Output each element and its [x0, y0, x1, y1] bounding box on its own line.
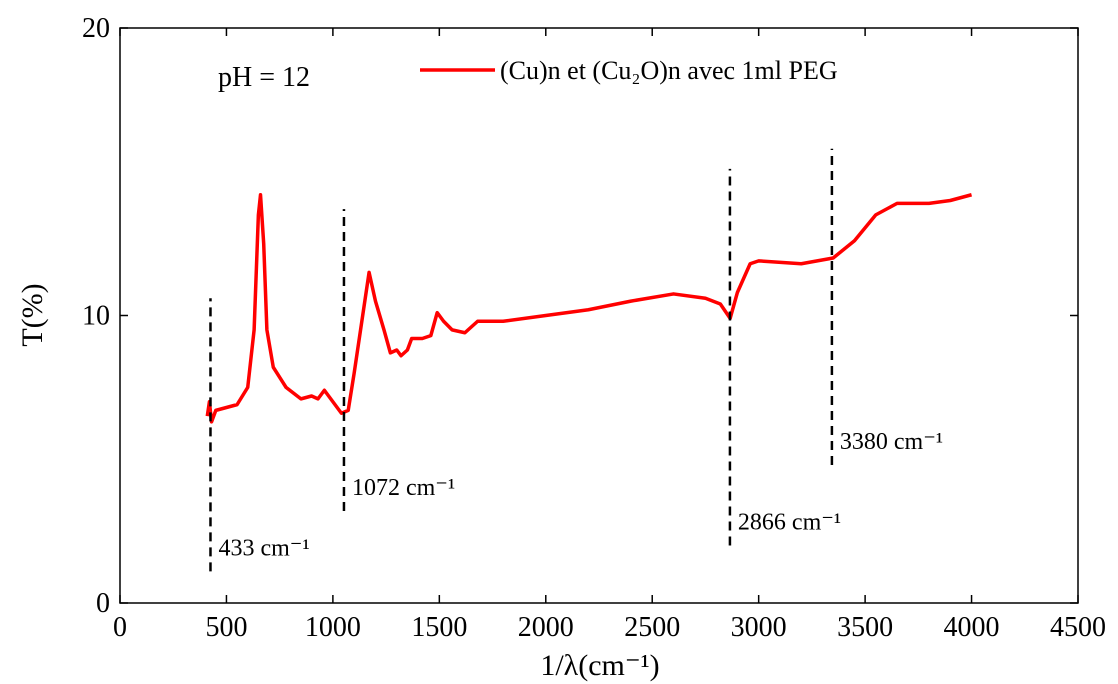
- x-tick-label: 1500: [411, 612, 467, 643]
- x-tick-label: 4500: [1050, 612, 1106, 643]
- peak-label: 2866 cm⁻¹: [738, 510, 841, 536]
- peak-label: 1072 cm⁻¹: [352, 475, 455, 501]
- data-line: [205, 193, 973, 424]
- x-axis-label: 1/λ(cm⁻¹): [540, 649, 659, 682]
- x-tick-label: 1000: [305, 612, 361, 643]
- y-axis-label: T(%): [16, 283, 49, 346]
- peak-label: 3380 cm⁻¹: [840, 429, 943, 455]
- x-tick-label: 3000: [731, 612, 787, 643]
- x-tick-label: 500: [205, 612, 247, 643]
- y-tick-label: 20: [82, 13, 110, 44]
- x-tick-label: 4000: [944, 612, 1000, 643]
- x-tick-label: 0: [113, 612, 127, 643]
- y-tick-label: 10: [82, 301, 110, 332]
- peak-label: 433 cm⁻¹: [218, 535, 309, 561]
- y-tick-label: 0: [96, 588, 110, 619]
- plot-frame: [119, 27, 1079, 604]
- x-tick-label: 3500: [837, 612, 893, 643]
- annotation: pH = 12: [218, 62, 310, 93]
- x-tick-label: 2500: [624, 612, 680, 643]
- legend-label: (Cu)n et (Cu₂O)n avec 1ml PEG: [500, 56, 838, 85]
- x-tick-label: 2000: [518, 612, 574, 643]
